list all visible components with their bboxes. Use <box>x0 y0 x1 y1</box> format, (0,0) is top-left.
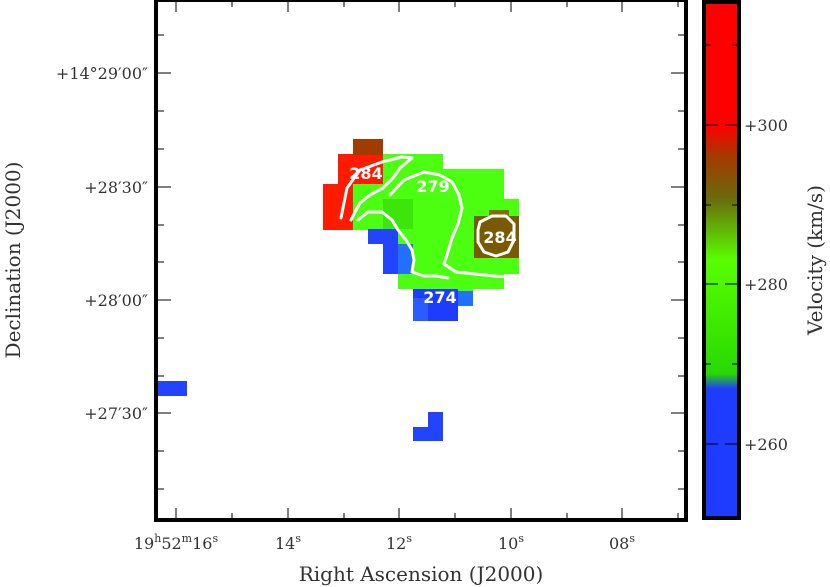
pixel-blue-f <box>413 298 428 321</box>
contour-274 <box>356 210 450 280</box>
colorbar-tick-label: +260 <box>744 435 788 454</box>
colorbar-label: Velocity (km/s) <box>803 185 827 336</box>
x-ticks <box>175 0 679 520</box>
colorbar-ticks <box>704 44 739 445</box>
colorbar <box>704 2 739 518</box>
contour-284-left <box>339 155 414 222</box>
pixel-blue-e <box>458 291 473 306</box>
pixel-brown-top <box>353 139 383 155</box>
pixel-blue-isolated-left <box>156 381 187 396</box>
pixel-green-e <box>489 184 504 199</box>
pixel-blue-a <box>368 229 383 244</box>
contour-279 <box>388 170 511 279</box>
y-axis-label: Declination (J2000) <box>1 162 25 359</box>
x-tick-label: 08s <box>609 532 635 553</box>
velocity-contours <box>339 155 516 280</box>
x-tick-label: 19h52m16s <box>134 532 219 553</box>
colorbar-tick-label: +280 <box>744 275 788 294</box>
pixel-green-g <box>413 274 473 291</box>
pixel-olive-top <box>489 210 509 218</box>
y-tick-label: +27′30″ <box>84 404 148 423</box>
contour-label-284-right: 284 <box>483 228 516 247</box>
pixel-green-d <box>443 169 489 184</box>
colorbar-frame <box>702 0 741 520</box>
x-axis-label: Right Ascension (J2000) <box>299 562 544 586</box>
pixel-green-h <box>383 199 413 229</box>
x-tick-label: 10s <box>498 532 524 553</box>
y-tick-label: +14°29′00″ <box>56 64 148 83</box>
contour-label-279: 279 <box>416 177 449 196</box>
plot-frame <box>154 0 688 522</box>
colorbar-tick-label: +300 <box>744 116 788 135</box>
pixel-blue-isolated-top <box>428 412 443 427</box>
contour-label-284-left: 284 <box>349 164 382 183</box>
x-tick-label: 12s <box>386 532 412 553</box>
y-ticks <box>156 34 686 490</box>
pixel-blue-isolated-bottom <box>413 427 443 441</box>
x-tick-label: 14s <box>275 532 301 553</box>
y-tick-label: +28′30″ <box>84 178 148 197</box>
y-tick-label: +28′00″ <box>84 291 148 310</box>
pixel-blue-b <box>383 229 398 274</box>
pixel-blue-c <box>398 244 413 274</box>
contour-284-right <box>476 214 516 258</box>
contour-label-274: 274 <box>423 288 456 307</box>
